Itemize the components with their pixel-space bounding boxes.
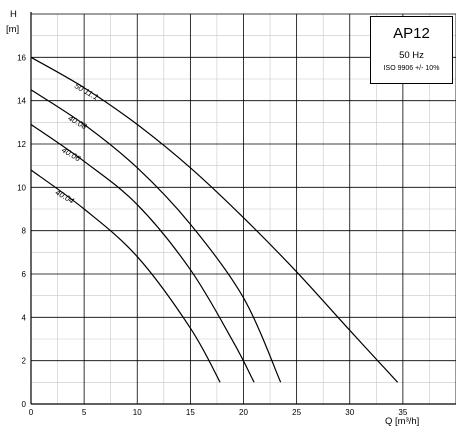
x-tick-label: 10 xyxy=(133,408,142,417)
model-name: AP12 xyxy=(393,25,430,42)
x-tick-label: 25 xyxy=(292,408,301,417)
y-tick-label: 10 xyxy=(17,183,26,192)
y-tick-label: 4 xyxy=(22,313,27,322)
x-tick-label: 5 xyxy=(82,408,87,417)
x-tick-label: 20 xyxy=(239,408,248,417)
x-tick-label: 0 xyxy=(29,408,34,417)
y-tick-label: 8 xyxy=(22,227,27,236)
x-axis-title: Q [m³/h] xyxy=(385,416,419,427)
x-tick-label: 35 xyxy=(398,408,407,417)
frequency-label: 50 Hz xyxy=(399,50,424,61)
y-tick-label: 14 xyxy=(17,97,26,106)
standard-label: ISO 9906 +/- 10% xyxy=(383,65,440,72)
curve-label-4: 40.04 xyxy=(54,188,76,206)
y-tick-label: 0 xyxy=(22,400,27,409)
curve-1 xyxy=(30,56,399,383)
curve-label-3: 40.06 xyxy=(60,145,82,163)
x-tick-label: 30 xyxy=(345,408,354,417)
y-tick-label: 6 xyxy=(22,270,27,279)
curve-label-2: 40.08 xyxy=(67,114,89,132)
axes xyxy=(30,12,456,405)
y-tick-label: 12 xyxy=(17,140,26,149)
y-axis-title-line-2: [m] xyxy=(6,24,19,35)
curves xyxy=(30,56,399,383)
x-tick-label: 15 xyxy=(186,408,195,417)
x-tick-labels: 0 5 10 15 20 25 30 35 xyxy=(29,408,408,417)
y-axis-title-line-1: H xyxy=(10,9,17,20)
curve-4 xyxy=(30,169,221,383)
y-tick-label: 16 xyxy=(17,53,26,62)
info-box: AP12 50 Hz ISO 9906 +/- 10% xyxy=(370,16,453,84)
curve-3 xyxy=(30,124,255,383)
y-tick-label: 2 xyxy=(22,357,27,366)
curve-2 xyxy=(30,89,282,383)
curve-label-1: 50 11.1 xyxy=(73,81,100,102)
y-tick-labels: 0 2 4 6 8 10 12 14 16 xyxy=(17,53,26,409)
